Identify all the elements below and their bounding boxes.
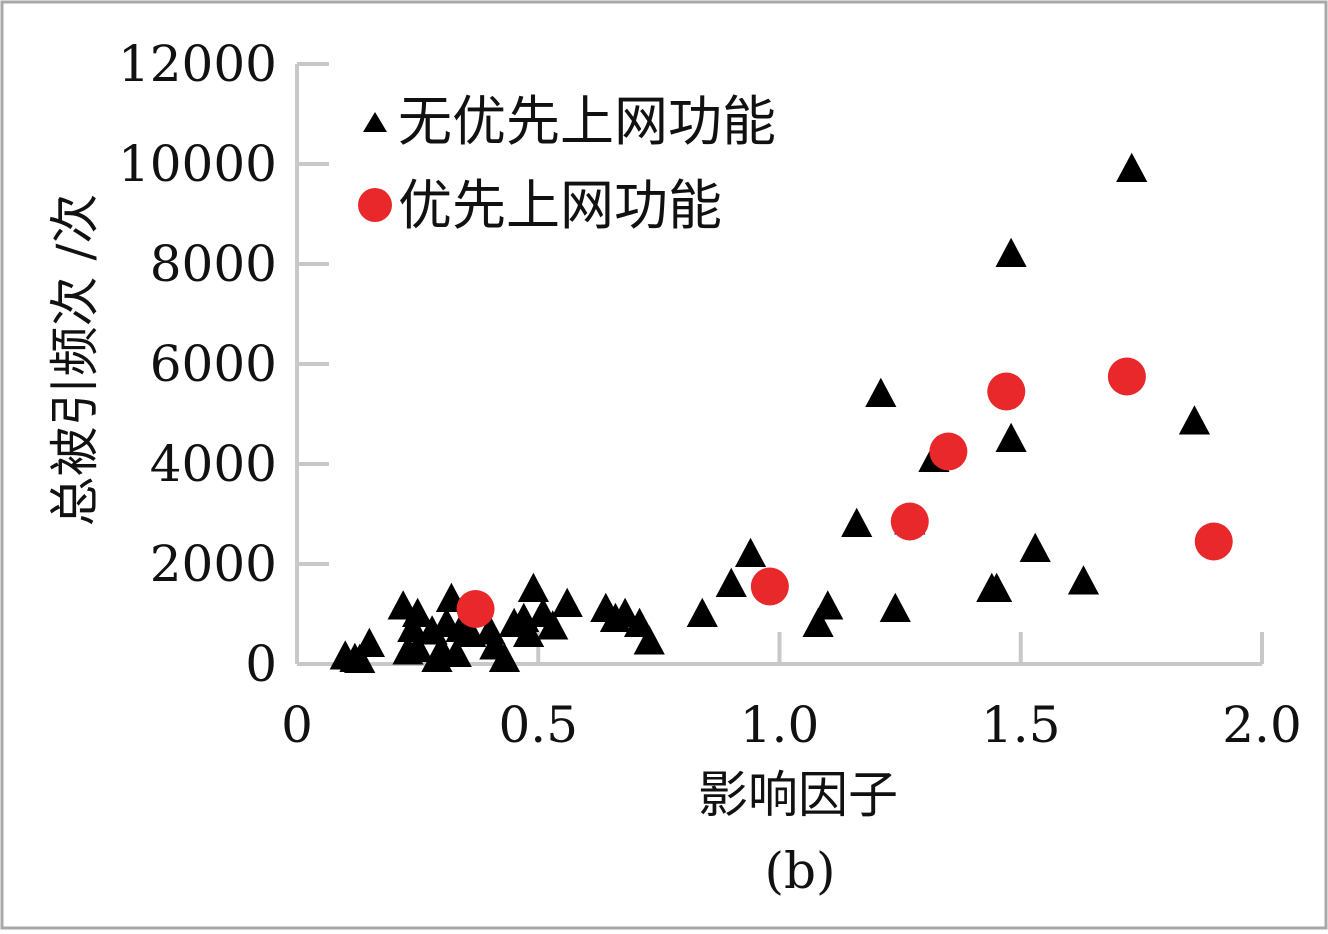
- data-point-triangle: [802, 607, 834, 637]
- data-point-triangle: [1019, 532, 1051, 562]
- data-point-triangle: [353, 627, 385, 657]
- data-point-triangle: [440, 637, 472, 667]
- data-point-triangle: [344, 643, 376, 673]
- data-point-triangle: [686, 597, 718, 627]
- x-tick-label: 0.5: [498, 696, 578, 754]
- data-point-circle: [987, 372, 1026, 411]
- data-point-triangle: [633, 625, 665, 655]
- data-point-triangle: [865, 377, 897, 407]
- y-tick-label: 12000: [118, 35, 277, 93]
- data-point-triangle: [1178, 405, 1211, 435]
- data-point-triangle: [981, 572, 1013, 602]
- data-point-triangle: [715, 567, 747, 597]
- legend-triangle-marker: [363, 112, 387, 132]
- data-marks: [329, 152, 1233, 673]
- data-point-triangle: [402, 597, 434, 627]
- x-axis-title: 影响因子: [698, 766, 898, 824]
- legend-circle-marker: [358, 188, 392, 222]
- data-point-circle: [929, 432, 968, 471]
- data-point-triangle: [402, 632, 434, 662]
- series-no-online-first: [329, 152, 1211, 673]
- tick-labels: 0 2000 4000 6000 8000 10000 12000 0 0.5 1.0 1.5 2.0: [118, 35, 1302, 754]
- y-tick-label: 4000: [150, 435, 277, 493]
- data-point-triangle: [879, 592, 911, 622]
- y-tick-label: 0: [245, 635, 277, 693]
- y-axis-title: 总被引频次 /次: [46, 194, 104, 527]
- data-point-triangle: [995, 237, 1027, 267]
- data-point-triangle: [609, 597, 641, 627]
- data-point-circle: [456, 590, 495, 628]
- data-point-triangle: [812, 590, 844, 620]
- legend-label-online-first: 优先上网功能: [398, 174, 722, 237]
- series-online-first: [456, 357, 1233, 628]
- figure-caption: (b): [764, 842, 835, 900]
- data-point-triangle: [1116, 152, 1148, 182]
- x-tick-label: 1.5: [981, 696, 1061, 754]
- y-tick-label: 10000: [118, 135, 277, 193]
- data-point-triangle: [488, 642, 521, 672]
- legend: 无优先上网功能 优先上网功能: [358, 90, 776, 237]
- data-point-triangle: [537, 610, 569, 640]
- y-tick-label: 2000: [150, 535, 277, 593]
- tick-marks: [295, 62, 1264, 666]
- data-point-triangle: [841, 507, 873, 537]
- x-tick-label: 2.0: [1222, 696, 1302, 754]
- data-point-triangle: [416, 615, 448, 645]
- data-point-triangle: [513, 617, 545, 647]
- y-tick-label: 8000: [150, 235, 277, 293]
- data-point-circle: [890, 502, 929, 541]
- legend-item-no-online-first: 无优先上网功能: [363, 90, 776, 153]
- y-tick-label: 6000: [150, 335, 277, 393]
- data-point-circle: [1194, 522, 1233, 561]
- data-point-circle: [750, 567, 789, 606]
- data-point-triangle: [734, 537, 767, 567]
- data-point-triangle: [517, 572, 550, 602]
- data-point-triangle: [551, 587, 583, 617]
- x-tick-label: 0: [281, 696, 313, 754]
- legend-label-no-online-first: 无优先上网功能: [398, 90, 776, 153]
- data-point-triangle: [397, 612, 429, 642]
- legend-item-online-first: 优先上网功能: [358, 174, 722, 237]
- data-point-circle: [1107, 357, 1146, 396]
- data-point-triangle: [995, 422, 1027, 452]
- data-point-triangle: [1067, 565, 1100, 595]
- x-tick-label: 1.0: [740, 696, 820, 754]
